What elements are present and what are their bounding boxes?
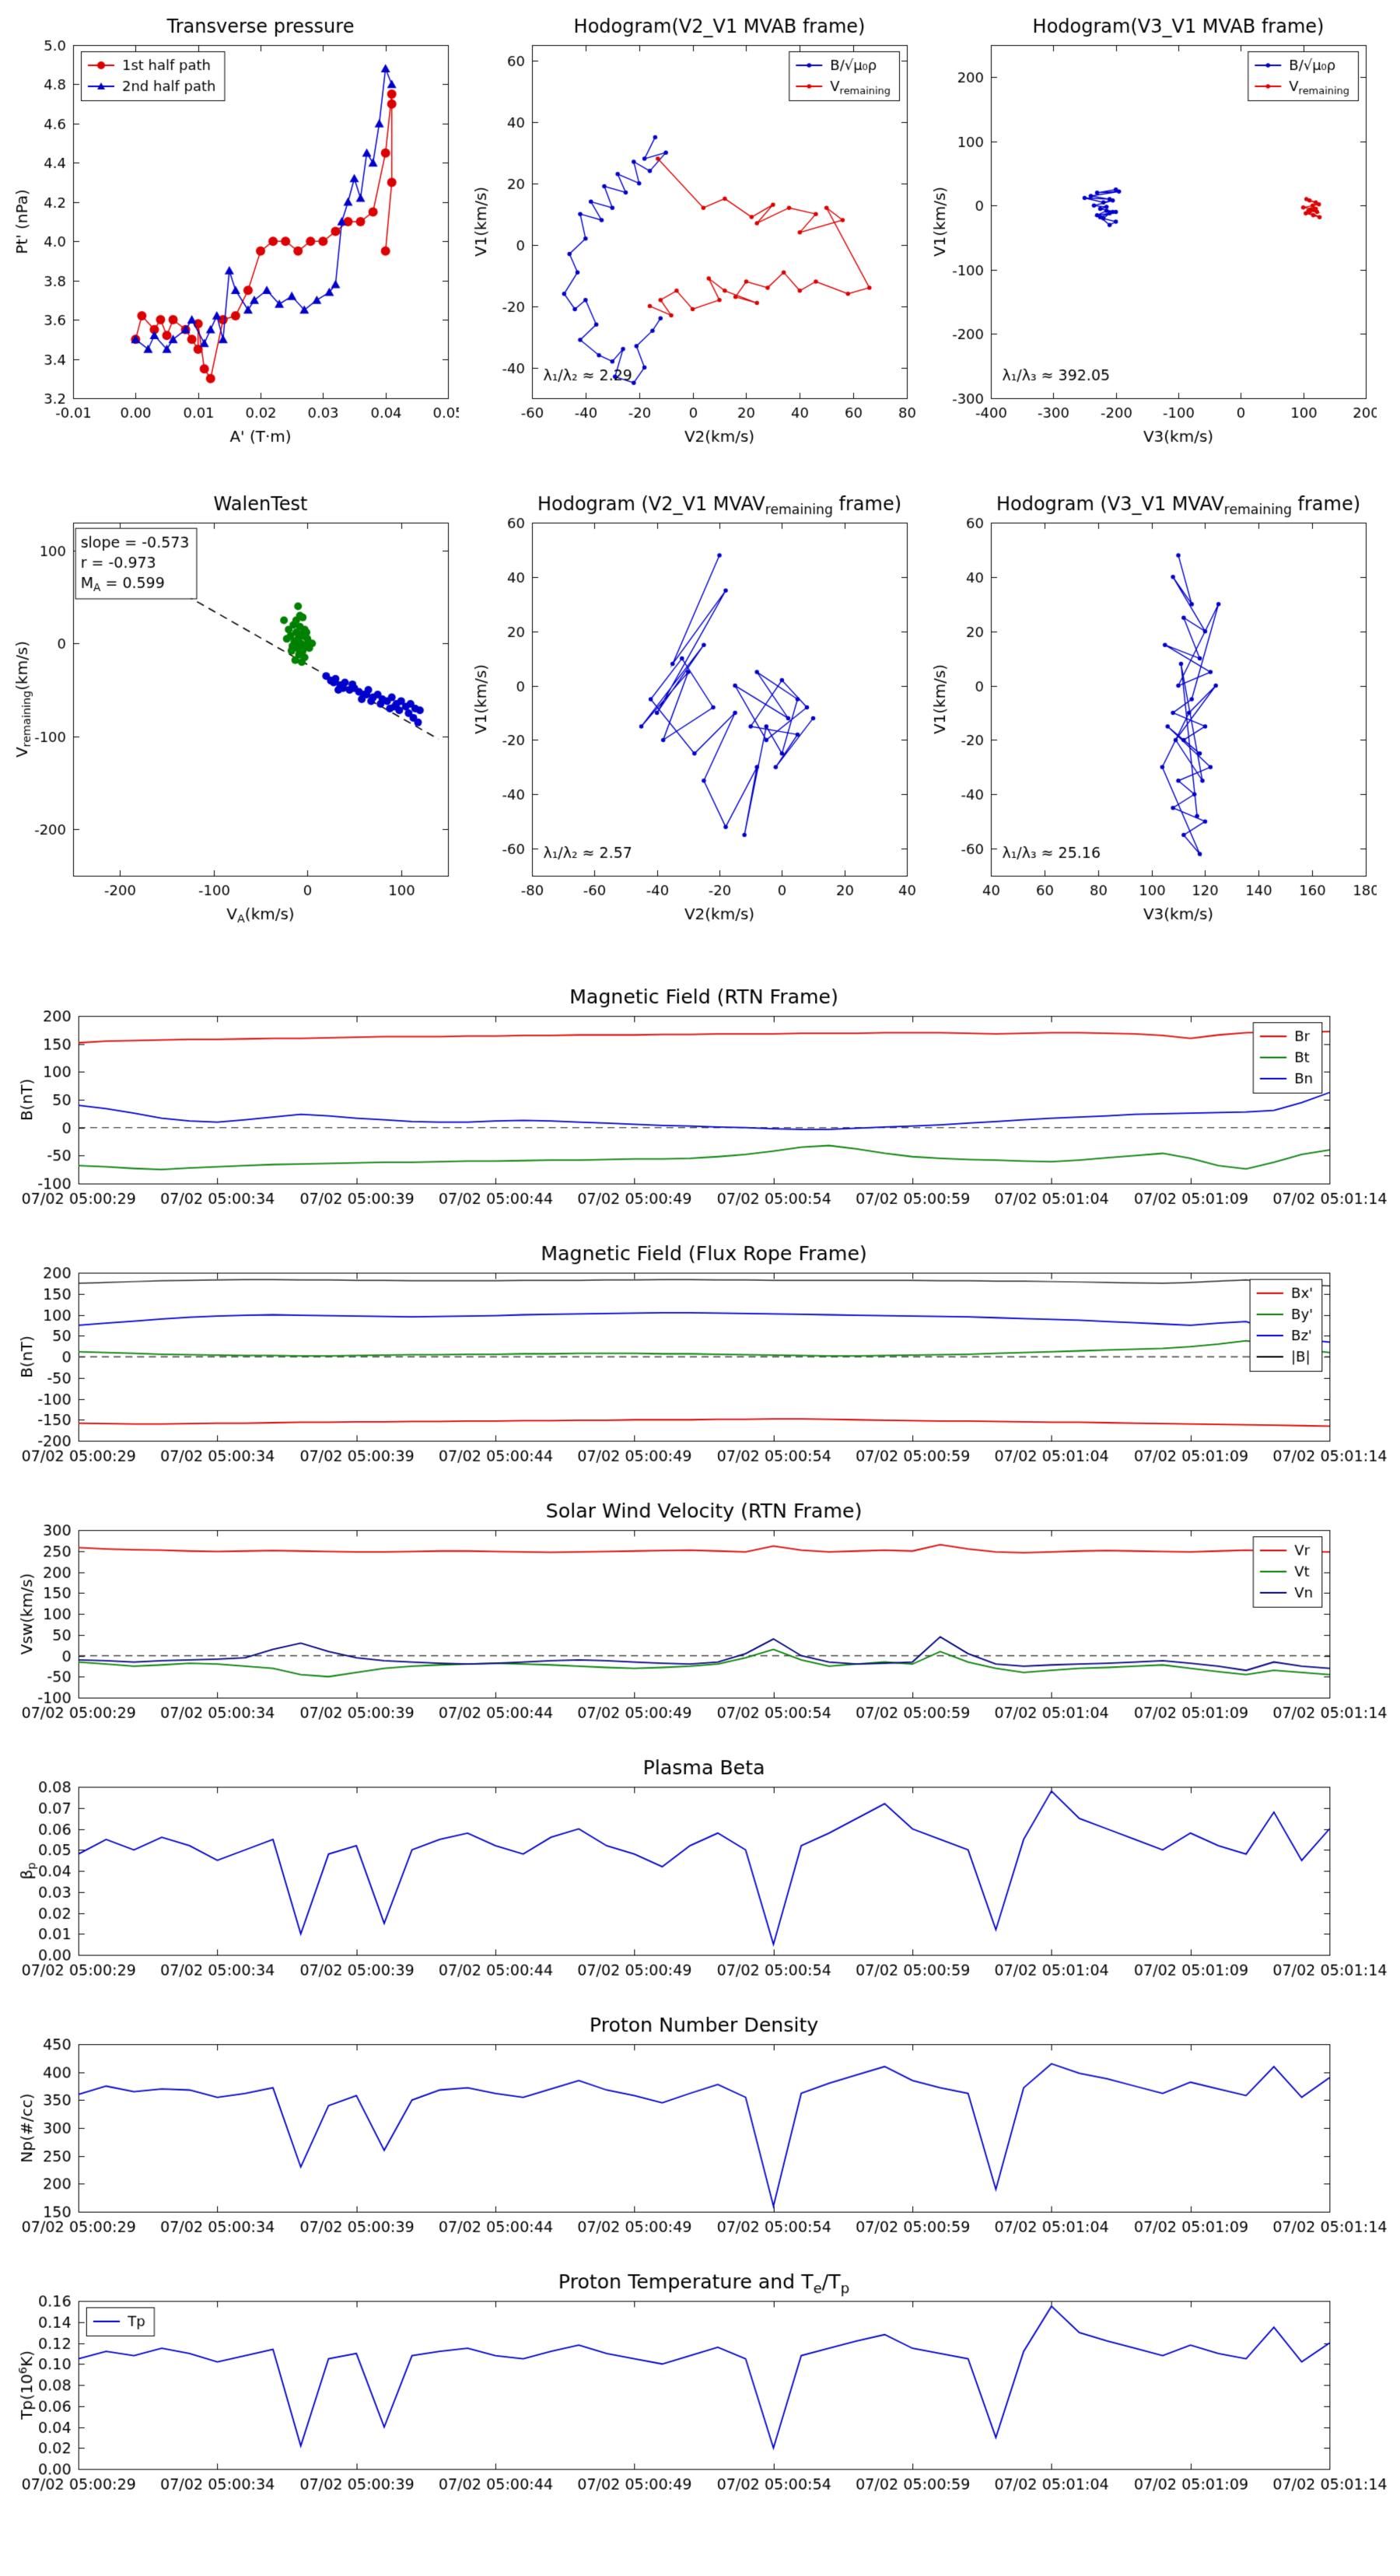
- chart-transverse-pressure: [8, 9, 459, 450]
- top-row-1: [0, 9, 1400, 450]
- chart-magnetic-field-rtn: [8, 982, 1392, 1227]
- time-series-stack: [0, 982, 1400, 2511]
- chart-proton-number-density: [8, 2009, 1392, 2255]
- chart-hodogram-v2v1-mvab-frame: [467, 9, 918, 450]
- chart-proton-temperature: [8, 2266, 1392, 2511]
- chart-plasma-beta: [8, 1752, 1392, 1997]
- figure-root: [0, 9, 1400, 2511]
- chart-magnetic-field-flux-rope: [8, 1238, 1392, 1483]
- chart-hodogram-v2v1-mvav-frame: [467, 487, 918, 927]
- chart-hodogram-v3v1-mvab-frame: [926, 9, 1377, 450]
- chart-solar-wind-velocity: [8, 1495, 1392, 1741]
- chart-hodogram-v3v1-mvav-frame: [926, 487, 1377, 927]
- top-row-2: [0, 487, 1400, 927]
- chart-walen-test: [8, 487, 459, 927]
